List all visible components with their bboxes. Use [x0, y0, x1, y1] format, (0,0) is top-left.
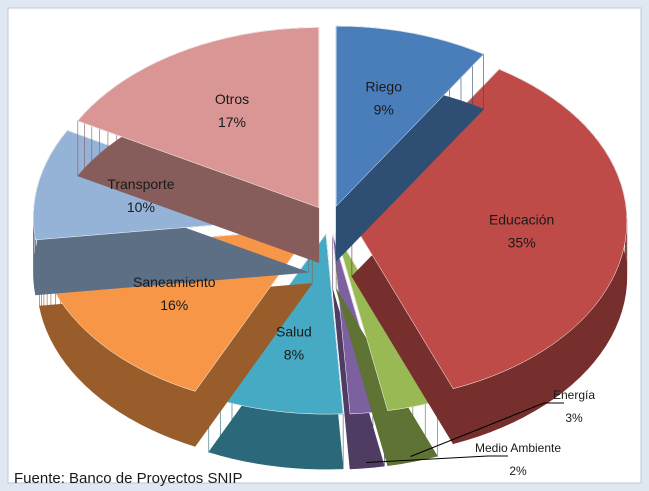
slice — [351, 69, 628, 390]
source-note: Fuente: Banco de Proyectos SNIP — [14, 470, 242, 487]
leader-line — [366, 455, 508, 464]
slice-label: Energía — [553, 388, 595, 402]
slice-label: Riego — [365, 79, 402, 95]
slice-value-label: 16% — [160, 297, 188, 313]
slice-label: Transporte — [107, 176, 174, 192]
slice-value-label: 10% — [127, 199, 155, 215]
slice-label: Educación — [489, 212, 554, 228]
slice-value-label: 9% — [374, 102, 394, 118]
slice-value-label: 2% — [509, 464, 527, 478]
slice-label: Medio Ambiente — [475, 441, 561, 455]
slice-value-label: 8% — [284, 346, 304, 362]
leader-line — [410, 402, 564, 457]
slice — [77, 27, 320, 208]
slice-label: Salud — [276, 323, 312, 339]
slice-value-label: 17% — [218, 114, 246, 130]
slice-value-label: 35% — [508, 235, 536, 251]
slice-label: Saneamiento — [133, 274, 216, 290]
slice-value-label: 3% — [565, 411, 583, 425]
slice-label: Otros — [215, 91, 249, 107]
slice — [335, 25, 484, 207]
